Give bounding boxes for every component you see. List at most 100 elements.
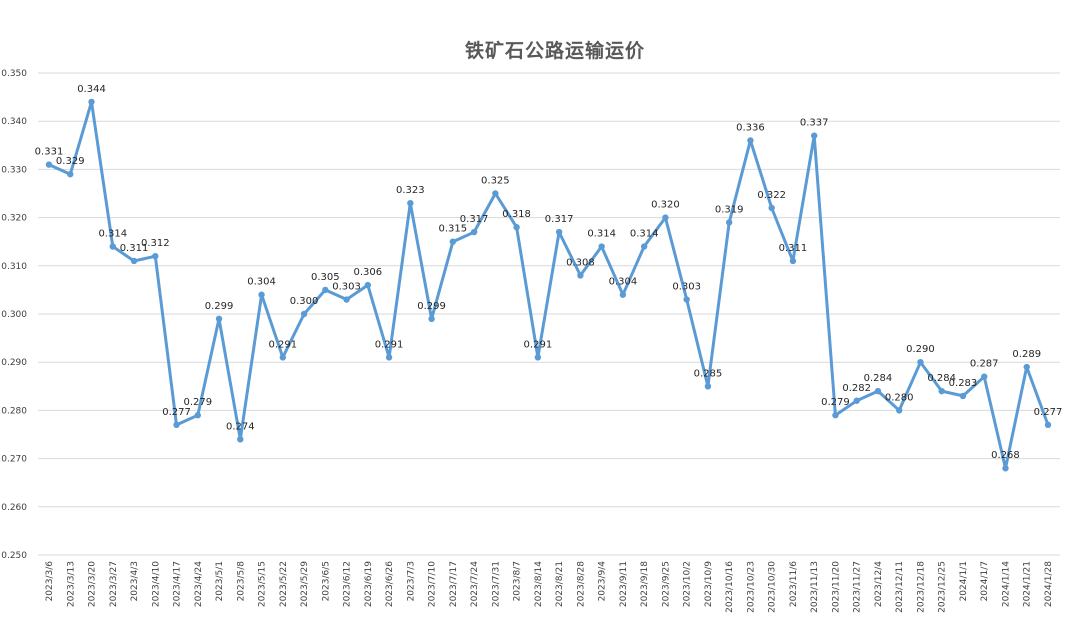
y-tick-label: 0.300 xyxy=(1,310,27,320)
data-point xyxy=(704,383,712,390)
x-tick-label: 2023/3/13 xyxy=(66,561,76,607)
data-label: 0.311 xyxy=(120,243,149,254)
x-tick-label: 2023/12/4 xyxy=(874,561,884,607)
data-label: 0.314 xyxy=(587,229,616,240)
data-point xyxy=(152,252,159,260)
data-label: 0.291 xyxy=(375,339,404,350)
data-point xyxy=(598,243,605,250)
x-tick-label: 2023/6/26 xyxy=(385,561,395,607)
x-tick-label: 2023/8/21 xyxy=(555,561,565,607)
y-tick-label: 0.320 xyxy=(1,214,27,224)
data-label: 0.279 xyxy=(183,397,212,408)
data-point xyxy=(194,412,201,419)
x-tick-label: 2023/4/24 xyxy=(194,561,204,607)
data-label: 0.289 xyxy=(1012,349,1041,360)
x-tick-label: 2023/7/10 xyxy=(428,561,438,607)
gridlines xyxy=(38,72,1060,556)
x-tick-label: 2023/10/2 xyxy=(683,561,693,607)
data-label: 0.320 xyxy=(651,200,680,211)
x-tick-label: 2024/1/14 xyxy=(1001,561,1011,607)
data-label: 0.291 xyxy=(268,339,297,350)
data-label: 0.277 xyxy=(162,407,191,418)
x-tick-label: 2023/5/1 xyxy=(215,561,225,601)
data-point xyxy=(725,219,733,226)
x-tick-label: 2023/12/11 xyxy=(895,561,905,613)
data-point xyxy=(343,296,350,303)
x-tick-label: 2024/1/28 xyxy=(1044,561,1054,607)
x-tick-label: 2024/1/1 xyxy=(959,561,969,601)
data-point xyxy=(1002,465,1009,472)
x-axis-ticks: 2023/3/6 2023/3/13 2023/3/20 2023/3/27 2023/… xyxy=(45,561,1054,613)
data-label: 0.290 xyxy=(906,344,935,355)
y-tick-label: 0.250 xyxy=(1,551,27,561)
data-label: 0.315 xyxy=(439,224,468,235)
data-point xyxy=(130,257,138,265)
data-point xyxy=(470,228,478,236)
x-tick-label: 2023/3/20 xyxy=(88,561,98,607)
y-tick-label: 0.310 xyxy=(1,262,27,272)
data-label: 0.323 xyxy=(396,185,425,196)
data-label: 0.268 xyxy=(991,450,1020,461)
data-label: 0.303 xyxy=(332,282,361,293)
data-point xyxy=(534,354,542,361)
x-tick-label: 2023/7/24 xyxy=(470,561,480,607)
series-line-layer xyxy=(47,100,1050,470)
x-tick-label: 2023/5/8 xyxy=(236,561,246,602)
x-tick-label: 2024/1/7 xyxy=(980,561,990,601)
data-label: 0.284 xyxy=(927,373,956,384)
data-labels: 0.3310.3290.3440.3140.3110.3120.2770.279… xyxy=(35,84,1063,461)
data-point xyxy=(768,204,775,212)
y-tick-label: 0.290 xyxy=(1,358,27,368)
data-point xyxy=(237,436,244,443)
data-label: 0.280 xyxy=(885,392,914,403)
data-point xyxy=(747,137,754,144)
data-label: 0.319 xyxy=(715,204,744,215)
data-point xyxy=(853,397,860,404)
data-label: 0.291 xyxy=(524,339,553,350)
chart-title: 铁矿石公路运输运价 xyxy=(464,40,645,62)
data-point xyxy=(258,291,265,298)
data-label: 0.336 xyxy=(736,122,765,133)
x-tick-label: 2023/5/22 xyxy=(279,561,289,607)
data-point xyxy=(683,296,690,303)
x-tick-label: 2023/9/4 xyxy=(598,561,608,602)
x-tick-label: 2023/11/20 xyxy=(831,561,841,613)
data-label: 0.303 xyxy=(672,282,701,293)
data-label: 0.317 xyxy=(545,214,574,225)
x-tick-label: 2023/12/25 xyxy=(938,561,948,613)
x-tick-label: 2023/9/11 xyxy=(619,561,629,607)
data-point xyxy=(619,291,627,298)
data-point xyxy=(109,243,116,250)
data-point xyxy=(513,224,520,231)
data-point xyxy=(492,190,499,197)
x-tick-label: 2023/12/18 xyxy=(916,561,926,613)
x-tick-label: 2023/11/6 xyxy=(789,561,799,607)
x-tick-label: 2023/11/13 xyxy=(810,561,820,613)
data-point xyxy=(981,373,988,380)
x-tick-label: 2023/6/12 xyxy=(343,561,353,607)
data-label: 0.331 xyxy=(35,147,64,158)
data-label: 0.329 xyxy=(56,156,85,167)
x-tick-label: 2023/10/9 xyxy=(704,561,714,607)
x-tick-label: 2023/9/18 xyxy=(640,561,650,607)
x-tick-label: 2023/10/23 xyxy=(746,561,756,613)
data-point xyxy=(67,171,74,178)
data-point xyxy=(300,310,308,318)
data-label: 0.314 xyxy=(630,229,659,240)
data-label: 0.344 xyxy=(77,84,106,95)
y-tick-label: 0.280 xyxy=(1,406,27,416)
data-point xyxy=(789,257,797,265)
data-label: 0.279 xyxy=(821,397,850,408)
data-point xyxy=(1023,363,1030,371)
data-label: 0.274 xyxy=(226,421,255,432)
data-label: 0.337 xyxy=(800,118,829,129)
data-point xyxy=(45,161,53,168)
data-point xyxy=(428,315,435,323)
y-tick-label: 0.270 xyxy=(1,455,27,465)
x-tick-label: 2023/6/19 xyxy=(364,561,374,607)
data-label: 0.314 xyxy=(98,229,127,240)
data-label: 0.304 xyxy=(609,277,638,288)
data-label: 0.304 xyxy=(247,277,276,288)
data-point xyxy=(88,98,95,106)
data-label: 0.318 xyxy=(502,209,531,220)
